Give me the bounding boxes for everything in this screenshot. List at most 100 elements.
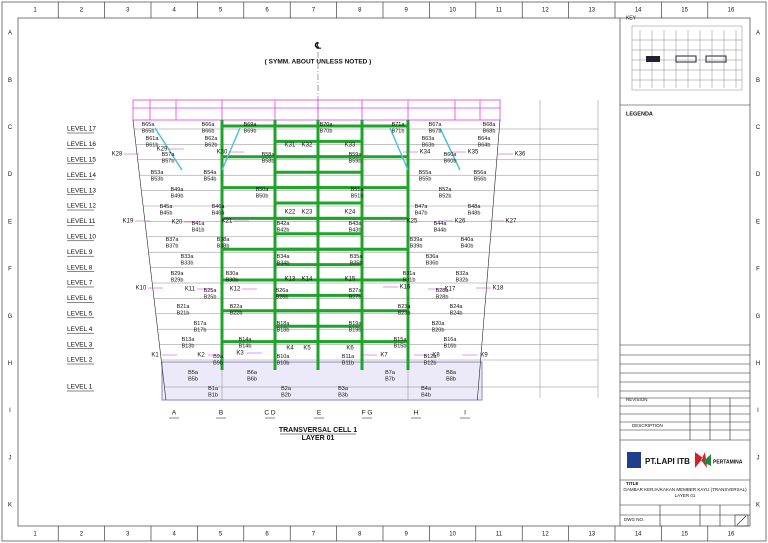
member-label: B47b	[415, 210, 428, 216]
member-label: B18b	[277, 327, 290, 333]
member-label: B11a	[342, 354, 355, 360]
connection-label: K28	[112, 152, 123, 158]
title-block	[619, 18, 750, 527]
grid-column-ref: 4	[173, 8, 177, 14]
member-label: B40b	[461, 243, 474, 249]
grid-column-ref: 15	[681, 8, 688, 14]
member-label: B15a	[394, 337, 408, 343]
side-edge	[132, 119, 167, 401]
member-label: B28b	[436, 294, 449, 300]
member-label: B26a	[276, 288, 290, 294]
grid-row-ref: F	[756, 267, 760, 273]
member-label: B48b	[468, 210, 481, 216]
grid-column-ref: 1	[33, 532, 37, 538]
axis-label: H	[414, 410, 419, 417]
axis-label: F G	[362, 410, 373, 417]
grid-column-ref: 13	[588, 532, 595, 538]
member-label: B29a	[171, 271, 185, 277]
axis-label: C D	[264, 410, 276, 417]
connection-label: K18	[493, 286, 504, 292]
connection-label: K8	[432, 353, 440, 359]
member-label: B36a	[426, 254, 440, 260]
member-label: B26b	[276, 294, 289, 300]
company-name: PT.LAPI ITB	[645, 457, 690, 466]
grid-column-ref: 8	[358, 8, 362, 14]
level-label: LEVEL 17	[67, 126, 96, 133]
member-label: B62a	[205, 136, 219, 142]
member-label: B58b	[262, 158, 275, 164]
grid-row-ref: J	[9, 455, 12, 461]
member-label: B16a	[444, 337, 458, 343]
member-label: B39a	[410, 237, 424, 243]
member-label: B56a	[474, 170, 488, 176]
member-label: B40a	[461, 237, 475, 243]
member-label: B4b	[421, 392, 431, 398]
member-label: B25a	[204, 288, 218, 294]
member-label: B30b	[226, 277, 239, 283]
sheet-layer: LAYER 01	[675, 493, 696, 498]
grid-row-ref: D	[756, 172, 761, 178]
dwg-no-label: DWG NO.	[624, 517, 644, 522]
connection-label: K33	[345, 143, 356, 149]
connection-label: K11	[185, 287, 196, 293]
connection-label: K7	[380, 353, 388, 359]
member-label: B35b	[350, 260, 363, 266]
connection-label: K2	[197, 353, 205, 359]
member-label: B15b	[394, 343, 407, 349]
connection-label: K9	[480, 353, 488, 359]
member-label: B27a	[349, 288, 363, 294]
member-label: B9b	[213, 360, 223, 366]
member-label: B1a	[208, 386, 219, 392]
member-label: B44b	[434, 227, 447, 233]
brace	[439, 127, 461, 171]
member-label: B38a	[217, 237, 231, 243]
member-label: B51b	[351, 193, 364, 199]
legend-label: LEGENDA	[626, 111, 653, 117]
grid-column-ref: 12	[542, 8, 549, 14]
member-label: B39b	[410, 243, 423, 249]
drawing-title: TRANSVERSAL CELL 1	[279, 427, 357, 434]
member-label: B49a	[171, 187, 185, 193]
connection-label: K12	[230, 287, 241, 293]
grid-column-ref: 3	[126, 532, 130, 538]
member-label: B62b	[205, 142, 218, 148]
inner-border	[17, 17, 751, 527]
symmetry-note: ( SYMM. ABOUT UNLESS NOTED )	[265, 59, 372, 66]
member-label: B60a	[444, 152, 458, 158]
grid-column-ref: 9	[405, 532, 409, 538]
member-label: B38b	[217, 243, 230, 249]
level-label: LEVEL 12	[67, 203, 96, 210]
level-label: LEVEL 10	[67, 234, 96, 241]
connection-label: K29	[157, 147, 168, 153]
axis-label: B	[219, 410, 223, 417]
drawing-subtitle: LAYER 01	[302, 435, 335, 442]
member-label: B2b	[281, 392, 291, 398]
member-label: B60b	[444, 158, 457, 164]
connection-label: K31	[285, 143, 296, 149]
member-label: B8b	[446, 376, 456, 382]
member-label: B14a	[239, 337, 253, 343]
member-label: B28a	[436, 288, 450, 294]
member-label: B29b	[171, 277, 184, 283]
member-label: B2a	[281, 386, 292, 392]
grid-column-ref: 4	[173, 532, 177, 538]
connection-label: K20	[172, 220, 183, 226]
brace	[221, 127, 241, 171]
member-label: B8a	[446, 370, 457, 376]
member-label: B35a	[350, 254, 364, 260]
level-label: LEVEL 13	[67, 187, 96, 194]
member-label: B63b	[422, 142, 435, 148]
key-diagram	[631, 25, 743, 91]
member-label: B20b	[432, 327, 445, 333]
grid-row-ref: K	[8, 503, 12, 509]
grid-column-ref: 13	[588, 8, 595, 14]
member-label: B23a	[398, 304, 412, 310]
member-label: B24b	[450, 310, 463, 316]
member-label: B14b	[239, 343, 252, 349]
member-label: B21a	[177, 304, 191, 310]
grid-column-ref: 10	[449, 8, 456, 14]
grid-row-ref: F	[8, 267, 12, 273]
grid-column-ref: 2	[80, 532, 84, 538]
